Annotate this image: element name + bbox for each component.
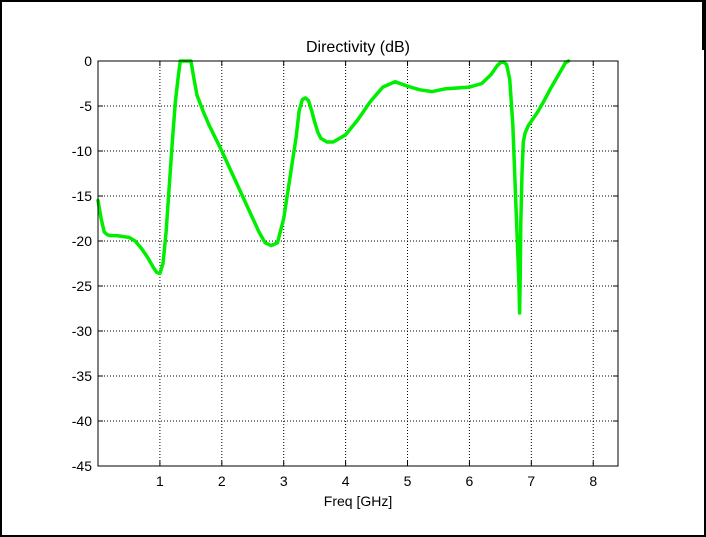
y-tick-label: 0 xyxy=(84,53,92,69)
series-layer xyxy=(96,59,571,315)
y-tick-label: -15 xyxy=(72,188,92,204)
x-tick-label: 4 xyxy=(342,473,350,489)
x-tick-label: 5 xyxy=(404,473,412,489)
x-axis-label: Freq [GHz] xyxy=(324,493,392,509)
x-tick-label: 6 xyxy=(466,473,474,489)
series-line-directivity xyxy=(96,59,571,315)
ticks: 1 2 3 4 5 6 7 8 0 -5 -10 -15 -20 -25 -30 -35 -40 -45 xyxy=(72,53,618,489)
y-tick-label: -40 xyxy=(72,413,92,429)
y-tick-label: -35 xyxy=(72,368,92,384)
chart-title: Directivity (dB) xyxy=(306,39,410,56)
y-tick-label: -5 xyxy=(80,98,93,114)
x-tick-label: 7 xyxy=(527,473,535,489)
y-tick-label: -30 xyxy=(72,323,92,339)
x-tick-label: 1 xyxy=(156,473,164,489)
window-edge-strip xyxy=(702,0,706,50)
x-tick-label: 8 xyxy=(589,473,597,489)
y-tick-label: -45 xyxy=(72,458,92,474)
x-tick-label: 2 xyxy=(218,473,226,489)
x-tick-label: 3 xyxy=(280,473,288,489)
plot-area xyxy=(97,60,619,467)
y-tick-label: -25 xyxy=(72,278,92,294)
y-tick-label: -10 xyxy=(72,143,92,159)
y-tick-label: -20 xyxy=(72,233,92,249)
